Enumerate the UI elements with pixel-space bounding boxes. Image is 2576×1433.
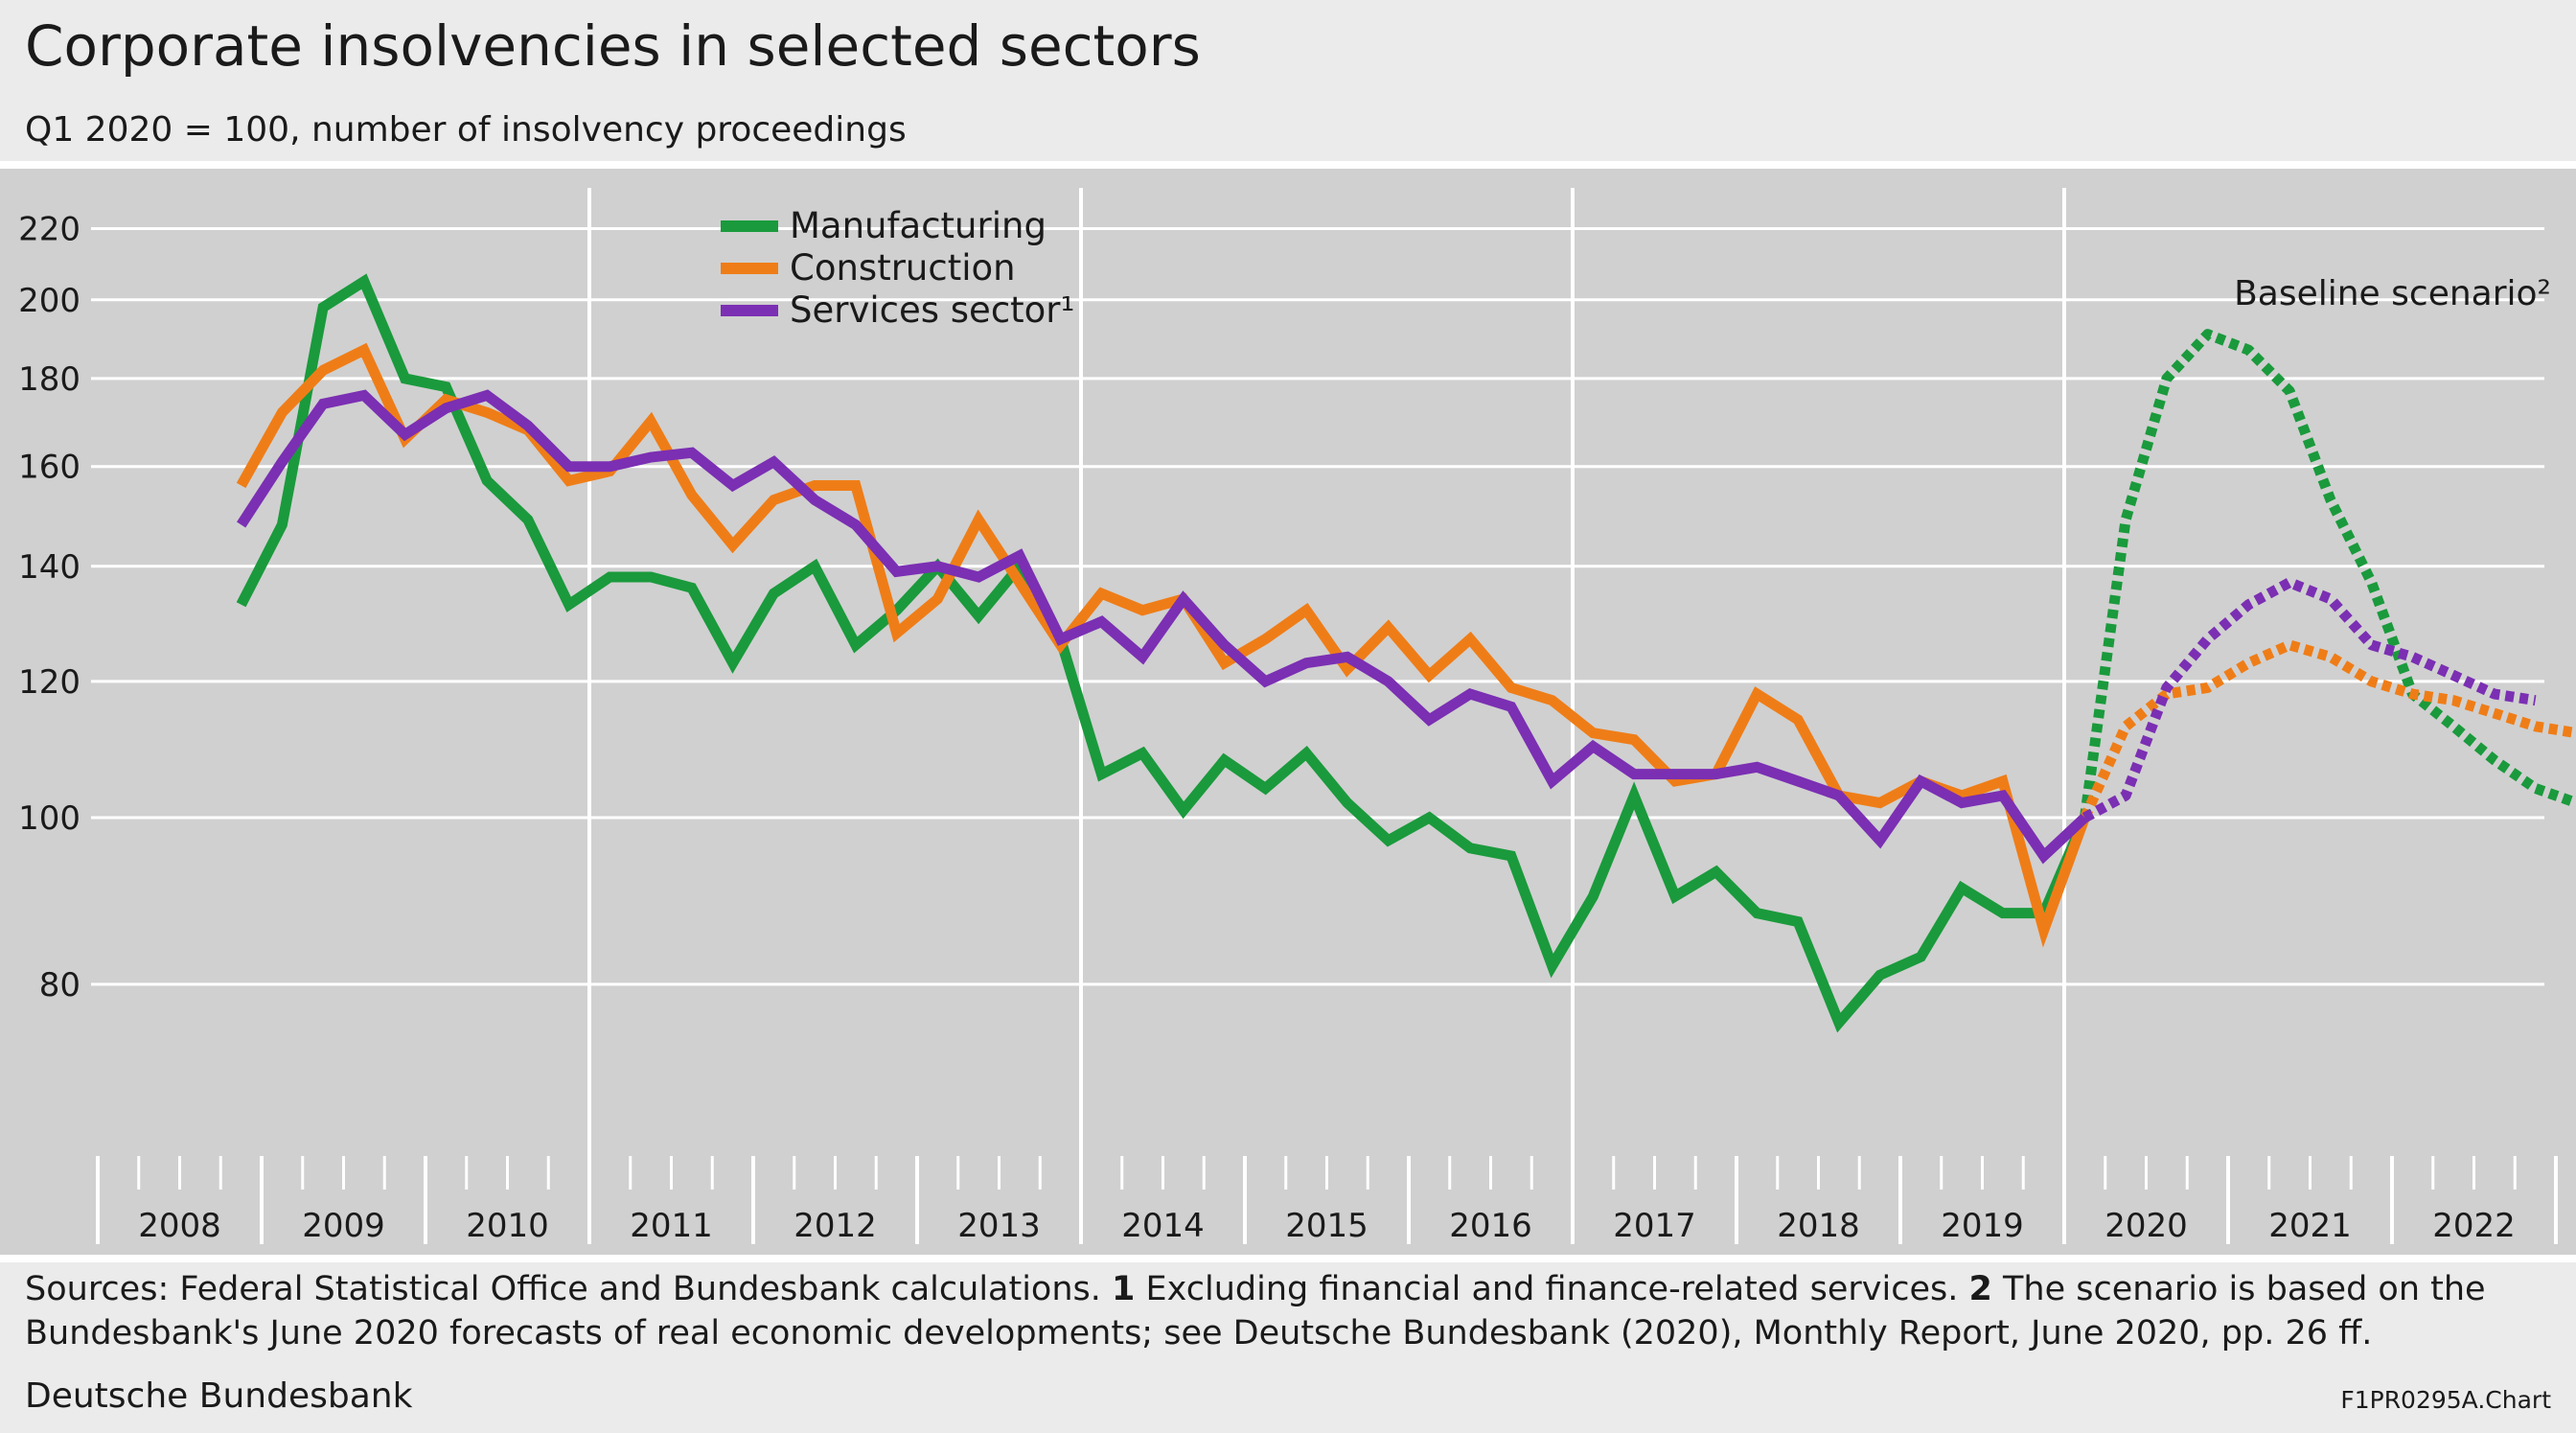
footnote-1-marker: 1: [1112, 1270, 1136, 1308]
x-tick-label-2017: 2017: [1613, 1207, 1696, 1245]
x-tick-label-2016: 2016: [1449, 1207, 1532, 1245]
x-tick-label-2018: 2018: [1777, 1207, 1860, 1245]
footnote-1-text: Excluding financial and finance-related …: [1145, 1270, 1959, 1308]
y-tick-label-160: 160: [18, 449, 80, 487]
y-tick-label-80: 80: [39, 966, 80, 1005]
baseline-scenario-annotation: Baseline scenario²: [2234, 274, 2551, 313]
footnote: Sources: Federal Statistical Office and …: [25, 1267, 2551, 1355]
legend-label-manufacturing: Manufacturing: [790, 205, 1046, 246]
x-tick-label-2021: 2021: [2268, 1207, 2352, 1245]
forecast-line-construction: [2080, 639, 2576, 821]
x-tick-label-2022: 2022: [2432, 1207, 2516, 1245]
x-tick-label-2008: 2008: [138, 1207, 221, 1245]
y-tick-label-180: 180: [18, 360, 80, 399]
series-line-services-sector: [237, 389, 2089, 865]
x-tick-label-2019: 2019: [1941, 1207, 2024, 1245]
header-divider: [0, 161, 2576, 169]
footnote-2-marker: 2: [1968, 1270, 1992, 1308]
x-tick-label-2011: 2011: [630, 1207, 713, 1245]
y-tick-label-100: 100: [18, 799, 80, 838]
publisher: Deutsche Bundesbank: [25, 1376, 413, 1416]
chart-code: F1PR0295A.Chart: [2340, 1386, 2551, 1414]
x-axis: 2008 2009 2010 2011 2012 2013 2014 2015 2016 2017…: [96, 1156, 2558, 1245]
horizontal-gridlines: [91, 227, 2544, 986]
chart-subtitle: Q1 2020 = 100, number of insolvency proc…: [25, 110, 907, 150]
x-tick-label-2009: 2009: [302, 1207, 385, 1245]
y-tick-label-200: 200: [18, 282, 80, 320]
y-tick-label-120: 120: [18, 663, 80, 702]
footnote-2-text: The scenario is based on the Bundesbank'…: [25, 1270, 2486, 1352]
x-tick-label-2010: 2010: [466, 1207, 549, 1245]
footer-divider: [0, 1255, 2576, 1262]
forecast-line-services-sector: [2082, 577, 2537, 822]
series-line-construction: [236, 342, 2090, 948]
plot-background: [0, 169, 2576, 1255]
series-lines: [236, 273, 2576, 1033]
sources-note: Sources: Federal Statistical Office and …: [25, 1270, 1101, 1308]
x-tick-label-2013: 2013: [957, 1207, 1041, 1245]
x-tick-label-2014: 2014: [1121, 1207, 1205, 1245]
legend-label-construction: Construction: [790, 247, 1016, 289]
series-line-manufacturing: [236, 273, 2090, 1033]
y-tick-label-220: 220: [18, 211, 80, 249]
insolvency-line-chart: 80 100 120 140 160 180 200 220 2008 2009 2010 2011…: [0, 169, 2576, 1255]
x-tick-label-2012: 2012: [794, 1207, 877, 1245]
forecast-line-manufacturing: [2079, 329, 2576, 819]
x-tick-label-2015: 2015: [1285, 1207, 1368, 1245]
y-axis-tick-labels: 80 100 120 140 160 180 200 220: [18, 211, 80, 1005]
x-tick-label-2020: 2020: [2104, 1207, 2188, 1245]
legend-label-services-sector: Services sector¹: [790, 289, 1074, 331]
y-tick-label-140: 140: [18, 548, 80, 587]
chart-title: Corporate insolvencies in selected secto…: [25, 13, 1201, 79]
